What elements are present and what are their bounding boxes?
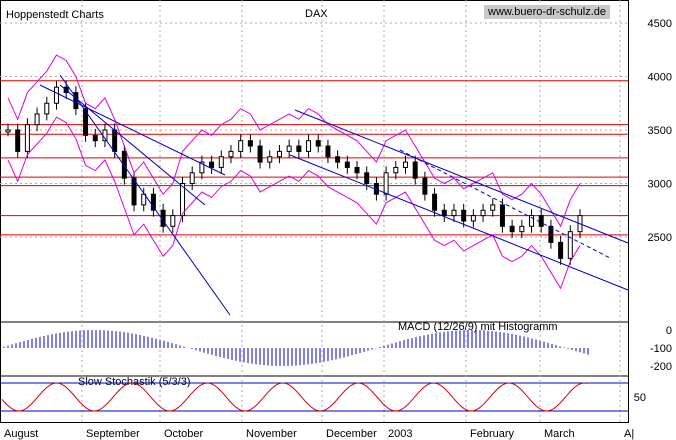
candle-body [412, 161, 418, 179]
macd-tick-label: -100 [650, 343, 672, 355]
candle-body [5, 129, 11, 133]
website-label: www.buero-dr-schulz.de [484, 5, 610, 19]
candle-body [354, 166, 360, 174]
candle-body [538, 215, 544, 227]
candle-body [296, 145, 302, 152]
x-tick-label: December [326, 428, 377, 440]
candle-body [432, 193, 438, 211]
candle-body [24, 124, 30, 152]
candle-body [451, 209, 457, 217]
candle-body [335, 156, 341, 163]
candle-body [121, 150, 127, 179]
candle-body [548, 225, 554, 243]
candle-body [141, 193, 147, 206]
y-tick-label: 2500 [648, 232, 672, 244]
candle-body [441, 209, 447, 217]
lower-band [7, 116, 581, 290]
x-tick-label: November [246, 428, 297, 440]
candle-body [383, 172, 389, 195]
brand-label: Hoppenstedt Charts [6, 9, 104, 21]
candle-body [470, 215, 476, 222]
upper-band [7, 54, 581, 228]
candle-body [247, 140, 253, 147]
candle-body [306, 140, 312, 152]
trend-line [399, 149, 611, 259]
candle-body [558, 241, 564, 259]
candle-body [499, 204, 505, 227]
candle-body [276, 150, 282, 158]
y-tick-label: 4500 [648, 18, 672, 30]
candle-body [490, 204, 496, 211]
candle-body [325, 145, 331, 158]
x-tick-label: 2003 [388, 428, 412, 440]
candle-body [44, 102, 50, 115]
x-tick-label: March [544, 428, 575, 440]
candle-body [402, 161, 408, 168]
candle-body [199, 161, 205, 174]
candle-body [257, 145, 263, 163]
candle-body [315, 140, 321, 147]
candle-body [150, 193, 156, 211]
candle-body [393, 166, 399, 174]
candle-body [131, 177, 137, 206]
x-tick-label: September [86, 428, 140, 440]
trend-line [59, 74, 231, 316]
candle-body [480, 209, 486, 217]
stochastic-label: Slow Stochastik (5/3/3) [78, 376, 191, 388]
candle-body [422, 177, 428, 195]
y-tick-label: 3500 [648, 125, 672, 137]
candle-body [92, 134, 98, 142]
trend-line [59, 84, 206, 206]
macd-label: MACD (12/26/9) mit Histogramm [398, 321, 558, 333]
candle-body [519, 225, 525, 233]
candle-body [15, 129, 21, 152]
candle-body [286, 145, 292, 152]
stoch-tick-label: 50 [634, 392, 646, 404]
candle-body [364, 172, 370, 185]
trend-line [294, 109, 629, 244]
candle-body [180, 183, 186, 217]
candle-body [228, 150, 234, 158]
macd-tick-label: -200 [650, 361, 672, 373]
candle-body [34, 113, 40, 126]
x-tick-label: August [4, 428, 38, 440]
candle-body [53, 86, 59, 104]
candle-body [170, 215, 176, 227]
y-tick-label: 3000 [648, 179, 672, 191]
candle-body [209, 161, 215, 168]
x-tick-label: October [164, 428, 203, 440]
candle-body [218, 156, 224, 168]
plot-frame [0, 0, 629, 423]
x-tick-label: A| [624, 428, 634, 440]
trend-line [289, 154, 629, 291]
candle-body [344, 161, 350, 168]
candle-body [567, 231, 573, 259]
stoch-line [1, 382, 588, 412]
candle-body [112, 129, 118, 152]
candle-body [267, 156, 273, 163]
x-tick-label: February [470, 428, 515, 440]
candle-body [461, 209, 467, 222]
trend-line [39, 84, 226, 176]
candle-body [83, 108, 89, 136]
chart-title: DAX [305, 8, 328, 20]
candle-body [189, 172, 195, 185]
macd-tick-label: 0 [666, 325, 672, 337]
candle-body [509, 225, 515, 233]
y-tick-label: 4000 [648, 72, 672, 84]
candle-body [529, 215, 535, 227]
candle-body [238, 140, 244, 152]
